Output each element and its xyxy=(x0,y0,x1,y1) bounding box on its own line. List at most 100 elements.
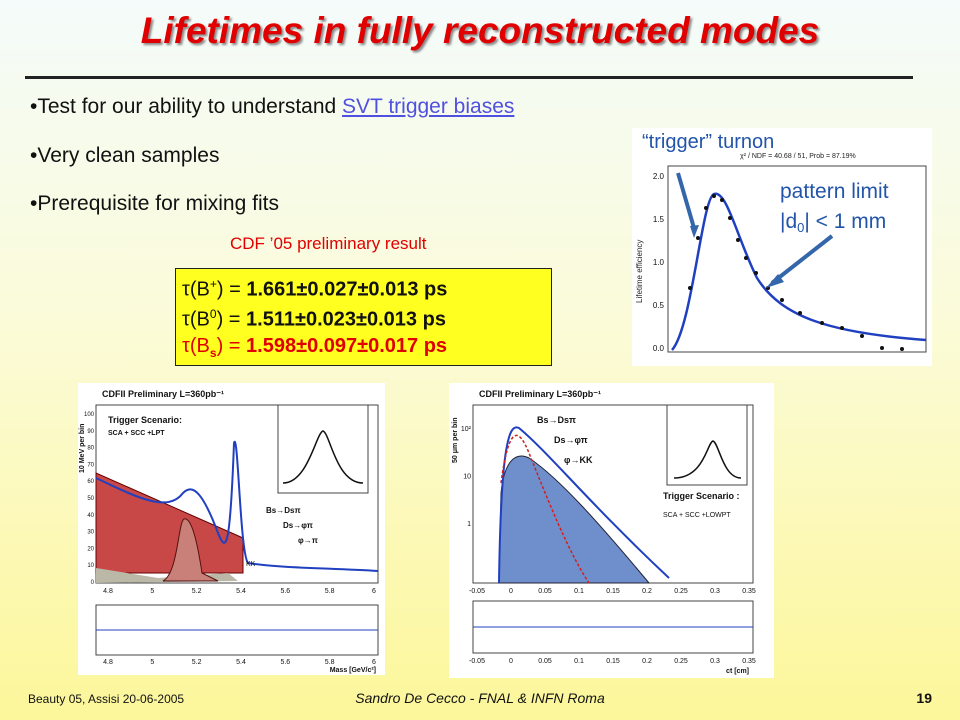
y-tick-label: 1 xyxy=(467,521,471,528)
y-tick-label: 20 xyxy=(87,546,94,552)
value: 1.511±0.023±0.013 ps xyxy=(246,308,446,331)
x-axis-label: Mass [GeV/c²] xyxy=(330,667,376,674)
signal-shape xyxy=(498,455,651,584)
y-tick-label: 10 xyxy=(87,563,94,569)
fit-stat: χ² / NDF = 40.68 / 51, Prob = 87.19% xyxy=(740,153,856,160)
annotation: KK xyxy=(246,561,256,568)
inset-curve xyxy=(673,440,742,479)
value: 1.661±0.027±0.013 ps xyxy=(246,278,448,301)
decay: Ds→φπ xyxy=(554,435,588,445)
bullet: •Test for our ability to understand SVT … xyxy=(30,95,515,118)
inset-frame xyxy=(666,404,748,486)
label: τ(B xyxy=(182,278,210,301)
title-rule xyxy=(25,76,913,79)
trigger: SCA + SCC +LOWPT xyxy=(663,512,731,519)
y-tick-label: 70 xyxy=(87,462,94,468)
x-tick-label: 6 xyxy=(372,659,376,666)
annotation: |d0| < 1 mm xyxy=(780,210,886,235)
plot-background xyxy=(632,128,932,366)
x-tick-label: 4.8 xyxy=(103,588,113,595)
y-tick-label: 40 xyxy=(87,513,94,519)
annotation-part: |d xyxy=(780,210,797,233)
decay: Bs→Dsπ xyxy=(537,415,576,425)
result-caption: CDF ’05 preliminary result xyxy=(230,234,427,253)
x-tick-label: 5.2 xyxy=(192,659,202,666)
y-tick-label: 1.0 xyxy=(653,258,665,267)
fit-curve xyxy=(498,426,670,584)
plot-frame xyxy=(667,165,927,353)
subscript: s xyxy=(209,346,217,360)
y-tick-label: 80 xyxy=(87,446,94,452)
annotation-part: 0 xyxy=(797,220,804,235)
data-points xyxy=(688,194,904,351)
x-tick-label: 5.8 xyxy=(325,588,335,595)
x-tick-label: 0 xyxy=(509,658,513,665)
x-tick-label: 5.4 xyxy=(236,588,246,595)
x-tick-label: 0.25 xyxy=(674,658,688,665)
x-tick-label: -0.05 xyxy=(469,658,485,665)
result-row: τ(B0) = 1.511±0.023±0.013 ps xyxy=(182,307,446,332)
label: ) = xyxy=(216,308,247,331)
efficiency-plot: “trigger” turnon χ² / NDF = 40.68 / 51, … xyxy=(632,128,932,366)
x-tick-label: 0.35 xyxy=(742,588,756,595)
slide-title: Lifetimes in fully reconstructed modes xyxy=(140,10,820,51)
y-tick-label: 1.5 xyxy=(653,215,665,224)
x-tick-label: 0.2 xyxy=(642,588,652,595)
background-curve xyxy=(500,434,590,584)
y-axis-label: 10 MeV per bin xyxy=(79,424,86,473)
arrow xyxy=(676,172,696,229)
ct-plot: CDFII Preliminary L=360pb⁻¹ Bs→Dsπ Ds→φπ… xyxy=(449,383,774,678)
x-tick-label: 0.2 xyxy=(642,658,652,665)
y-tick-label: 0.0 xyxy=(653,344,665,353)
x-tick-label: 0.05 xyxy=(538,588,552,595)
x-tick-label: 0.1 xyxy=(574,588,584,595)
decay: Ds→φπ xyxy=(283,521,313,530)
result-row: τ(Bs) = 1.598±0.097±0.017 ps xyxy=(182,335,447,360)
label: ) = xyxy=(216,278,247,301)
y-axis-label: 50 μm per bin xyxy=(452,417,459,463)
x-tick-label: 0 xyxy=(509,588,513,595)
footer-left: Beauty 05, Assisi 20-06-2005 xyxy=(28,692,185,706)
bullet-text: Very clean samples xyxy=(37,144,220,167)
label: τ(B xyxy=(182,335,210,357)
label: τ(B xyxy=(182,308,210,331)
y-tick-label: 0 xyxy=(91,580,95,586)
arrow-head xyxy=(766,274,784,288)
decay: φ→KK xyxy=(564,455,593,465)
x-tick-label: 0.3 xyxy=(710,658,720,665)
x-tick-label: 5 xyxy=(150,659,154,666)
y-tick-label: 10² xyxy=(461,426,472,433)
x-tick-label: 6 xyxy=(372,588,376,595)
x-tick-label: 4.8 xyxy=(103,659,113,666)
value: 1.598±0.097±0.017 ps xyxy=(246,335,448,357)
x-tick-label: 5.6 xyxy=(280,588,290,595)
annotation-part: | < 1 mm xyxy=(804,210,886,233)
inset-frame xyxy=(277,404,369,494)
x-tick-label: 0.15 xyxy=(606,588,620,595)
x-tick-label: 5.6 xyxy=(280,659,290,666)
annotation: “trigger” turnon xyxy=(642,131,774,153)
bullet: •Very clean samples xyxy=(30,144,220,167)
y-tick-label: 10 xyxy=(463,474,471,481)
x-axis-label: ct [cm] xyxy=(726,668,749,675)
x-tick-label: 5.4 xyxy=(236,659,246,666)
background-shape xyxy=(95,472,244,574)
link[interactable]: SVT trigger biases xyxy=(342,95,515,118)
scenario: Trigger Scenario : xyxy=(663,491,740,501)
trigger: SCA + SCC +LPT xyxy=(108,430,165,437)
bullet-text: Test for our ability to understand xyxy=(37,95,343,118)
x-tick-label: -0.05 xyxy=(469,588,485,595)
x-tick-label: 0.25 xyxy=(674,588,688,595)
x-tick-label: 0.1 xyxy=(574,658,584,665)
page-number: 19 xyxy=(916,690,932,706)
decay: φ→π xyxy=(298,536,318,545)
x-tick-label: 0.15 xyxy=(606,658,620,665)
x-tick-label: 0.35 xyxy=(742,658,756,665)
inset-curve xyxy=(282,430,364,484)
plot-title: CDFII Preliminary L=360pb⁻¹ xyxy=(479,389,601,399)
arrow xyxy=(770,234,834,285)
label: ) = xyxy=(216,335,247,357)
y-tick-label: 90 xyxy=(87,429,94,435)
y-tick-label: 50 xyxy=(87,496,94,502)
